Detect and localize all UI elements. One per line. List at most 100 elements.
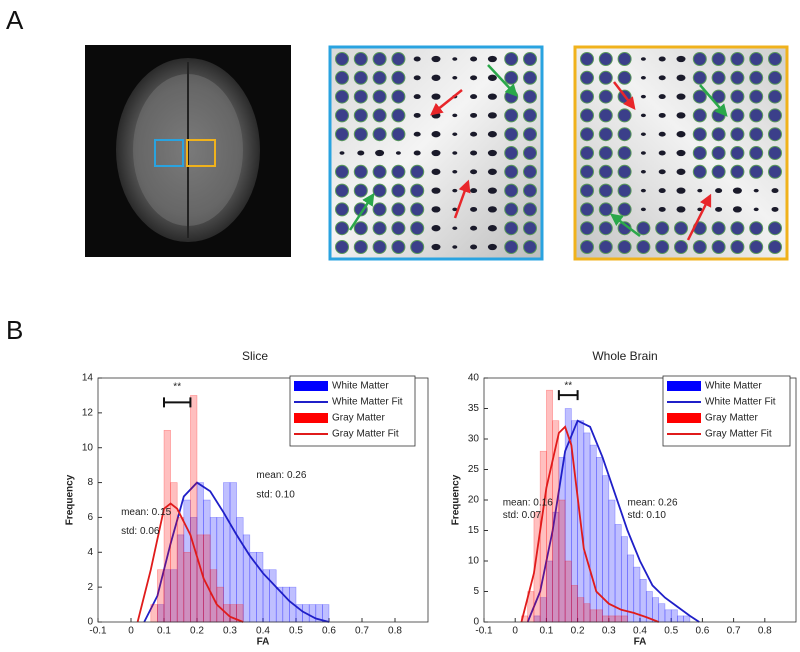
glyph	[353, 70, 368, 85]
histogram-bar	[614, 615, 622, 623]
annotation: std: 0.06	[121, 526, 160, 537]
glyph	[580, 127, 594, 142]
glyph	[640, 94, 646, 99]
glyph	[730, 164, 745, 179]
glyph	[749, 127, 764, 142]
glyph	[598, 221, 613, 236]
glyph	[580, 164, 594, 179]
x-tick-label: 0.3	[602, 626, 616, 637]
histogram-bar	[658, 603, 666, 623]
x-tick-label: 0.5	[664, 626, 678, 637]
glyph	[598, 202, 613, 217]
glyph	[372, 164, 387, 179]
x-tick-label: 0.7	[727, 626, 741, 637]
glyph	[753, 188, 759, 193]
x-tick-label: 0.1	[157, 626, 171, 637]
glyph	[470, 131, 478, 137]
glyph	[711, 164, 726, 179]
annotation: **	[564, 381, 572, 392]
glyph	[749, 70, 764, 85]
glyph	[640, 188, 646, 193]
y-tick-label: 4	[87, 547, 93, 558]
glyph	[730, 240, 745, 254]
glyph	[711, 146, 726, 160]
glyph	[353, 240, 368, 254]
fit-line	[136, 502, 244, 623]
chart-title: Slice	[242, 349, 268, 363]
legend-label: White Matter	[705, 381, 762, 392]
glyph	[335, 89, 349, 104]
glyph	[504, 70, 519, 85]
annotation: std: 0.10	[256, 489, 295, 500]
glyph	[504, 202, 519, 217]
legend-swatch	[667, 413, 701, 423]
glyph	[580, 240, 594, 254]
glyph	[487, 168, 497, 175]
glyph	[353, 183, 368, 198]
legend-label: Gray Matter	[705, 413, 758, 424]
annotation: std: 0.10	[628, 510, 667, 521]
glyph	[768, 127, 782, 142]
glyph	[580, 52, 594, 66]
glyph	[640, 132, 646, 136]
glyph	[598, 52, 613, 66]
histogram-bar	[583, 432, 591, 623]
glyph	[523, 202, 537, 217]
glyph	[431, 225, 441, 232]
glyph	[730, 127, 745, 142]
glyph	[658, 94, 666, 100]
glyph	[768, 70, 782, 85]
histogram-bar	[539, 450, 547, 623]
x-tick-label: 0.4	[633, 626, 647, 637]
glyph	[431, 93, 441, 100]
glyph	[431, 55, 441, 63]
annotation: std: 0.07	[503, 510, 542, 521]
legend-label: Gray Matter	[332, 413, 385, 424]
glyph	[470, 169, 478, 175]
glyph	[674, 240, 688, 254]
glyph	[768, 89, 782, 104]
glyph	[431, 187, 441, 194]
glyph	[504, 183, 519, 198]
glyph	[353, 127, 368, 142]
glyph	[692, 127, 707, 142]
glyph	[655, 221, 670, 236]
x-tick-label: 0.1	[539, 626, 553, 637]
y-tick-label: 14	[82, 373, 94, 384]
y-tick-label: 0	[87, 617, 93, 628]
y-tick-label: 30	[468, 434, 480, 445]
glyph	[730, 70, 745, 85]
glyph	[391, 127, 406, 142]
glyph	[353, 164, 368, 179]
glyph	[391, 89, 406, 104]
glyph	[730, 146, 745, 160]
glyph	[636, 240, 651, 254]
histogram-bar	[577, 597, 585, 623]
glyph	[617, 164, 632, 179]
glyph	[768, 146, 782, 160]
glyph	[640, 207, 646, 212]
glyph	[730, 89, 745, 104]
y-axis-label: Frequency	[65, 474, 76, 525]
glyph	[598, 108, 613, 123]
glyph	[636, 221, 651, 236]
glyph	[504, 89, 519, 104]
histogram-bar	[196, 534, 204, 623]
glyph	[523, 108, 537, 123]
histogram-bar	[589, 609, 597, 623]
histogram-bar	[589, 444, 597, 623]
histogram-bar	[583, 603, 591, 623]
glyph	[410, 202, 425, 217]
annotation: **	[173, 381, 181, 392]
glyph	[732, 206, 742, 213]
glyph	[617, 240, 632, 254]
glyph	[335, 70, 349, 85]
glyph	[391, 240, 406, 254]
annotation: mean: 0.15	[121, 507, 171, 518]
plot-frame	[97, 377, 429, 623]
x-tick-label: 0	[512, 626, 518, 637]
glyph	[413, 112, 421, 118]
x-tick-label: 0.2	[571, 626, 585, 637]
glyph	[711, 240, 726, 254]
histogram-bar	[608, 615, 616, 623]
